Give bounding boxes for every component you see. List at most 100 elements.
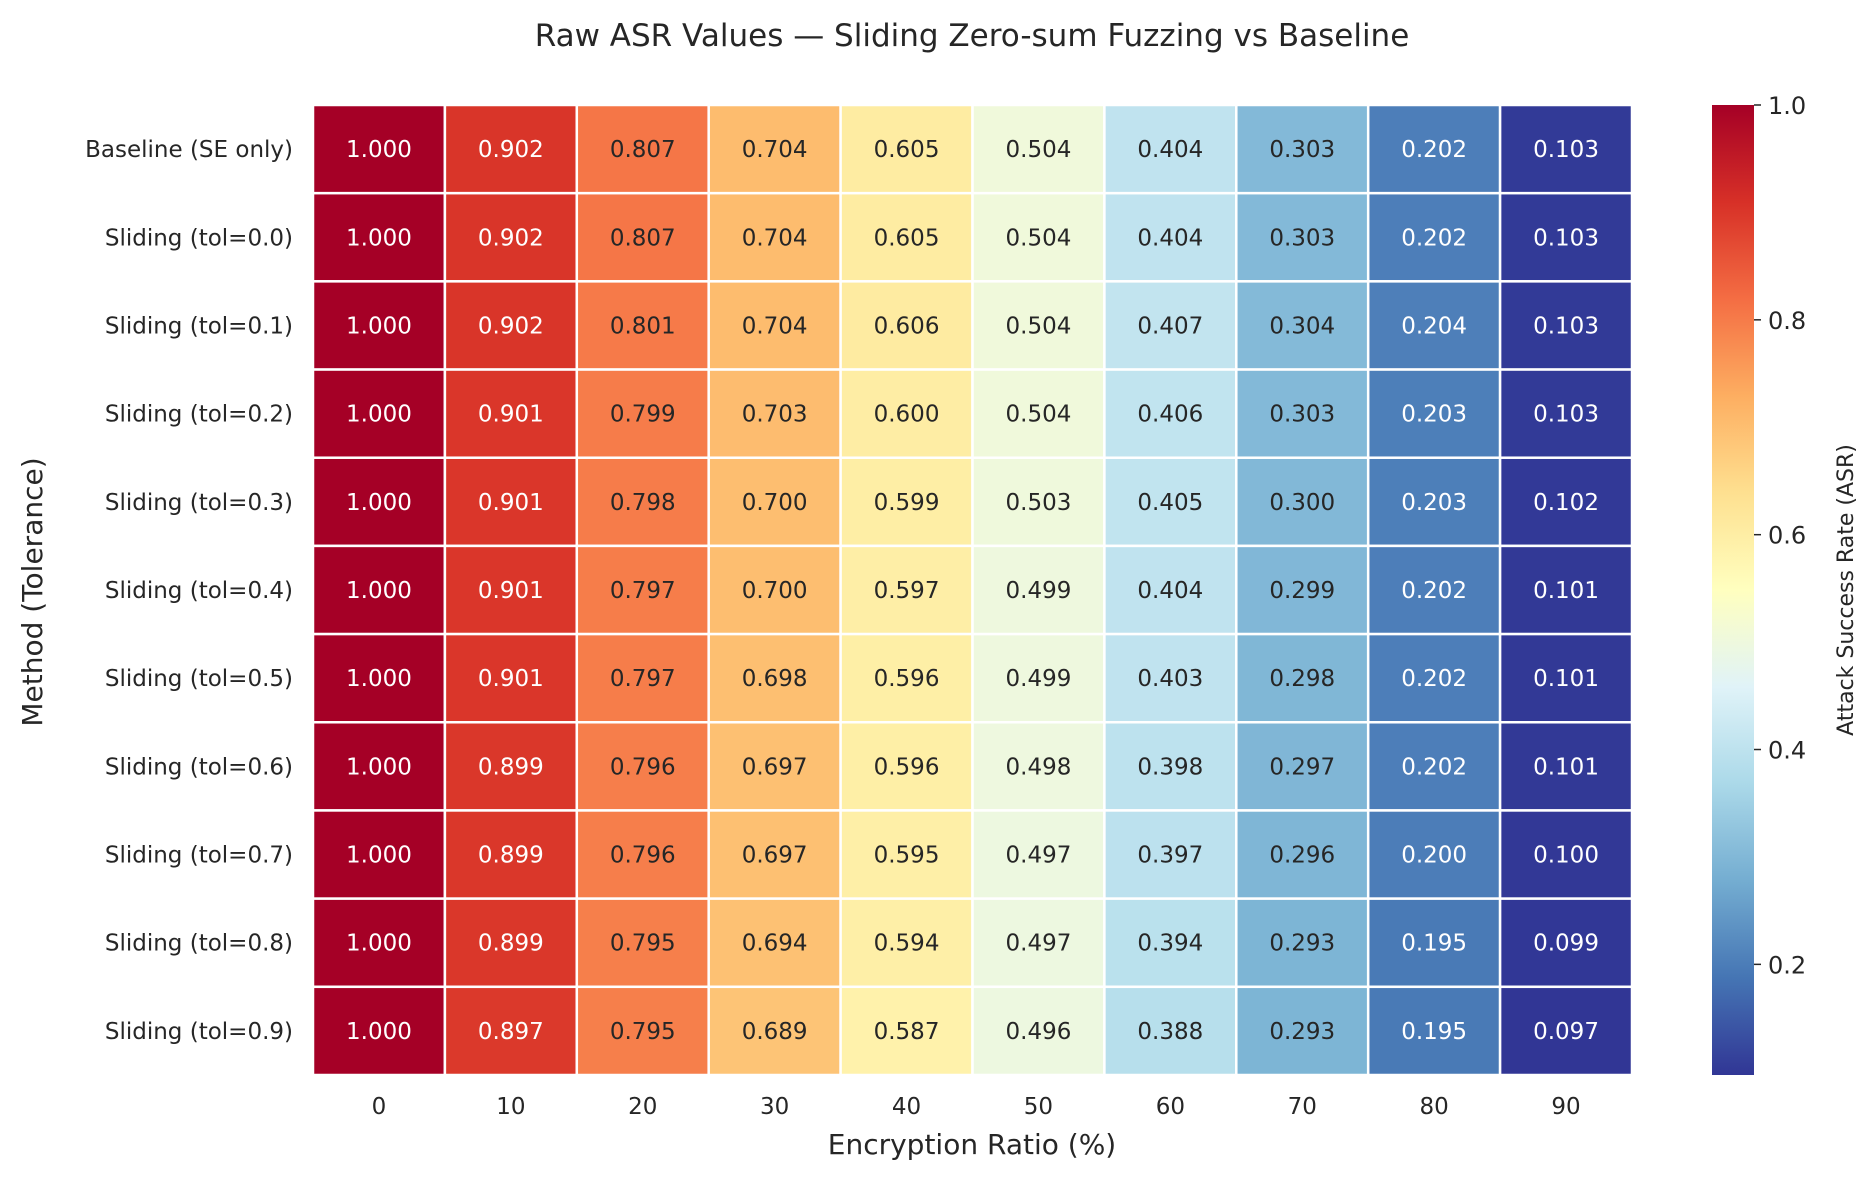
y-tick-label: Sliding (tol=0.3) xyxy=(105,490,293,516)
cell-value-label: 0.407 xyxy=(1137,313,1203,339)
colorbar-tick-label: 1.0 xyxy=(1768,92,1806,120)
cell-value-label: 0.499 xyxy=(1006,666,1072,692)
heatmap-cell xyxy=(575,280,710,371)
cell-value-label: 0.594 xyxy=(874,931,940,957)
cell-value-label: 0.801 xyxy=(610,313,676,339)
cell-value-label: 0.596 xyxy=(874,754,940,780)
cell-value-label: 0.499 xyxy=(1006,578,1072,604)
heatmap-cell xyxy=(971,632,1106,724)
heatmap-cell xyxy=(575,456,710,548)
cell-value-label: 0.101 xyxy=(1533,578,1599,604)
cell-value-label: 0.202 xyxy=(1401,666,1467,692)
heatmap-cell xyxy=(971,191,1106,283)
y-tick-label: Sliding (tol=0.2) xyxy=(105,402,293,428)
x-tick-label: 10 xyxy=(496,1094,525,1120)
cell-value-label: 0.700 xyxy=(742,578,808,604)
cell-value-label: 0.600 xyxy=(874,402,940,428)
cell-value-label: 0.404 xyxy=(1137,137,1203,163)
heatmap-cell xyxy=(443,456,579,548)
cell-value-label: 0.293 xyxy=(1269,1019,1335,1045)
heatmap-cell xyxy=(1498,985,1634,1077)
cell-value-label: 0.504 xyxy=(1006,313,1072,339)
heatmap-cell xyxy=(1498,191,1634,283)
heatmap-cell xyxy=(971,456,1106,548)
heatmap-cell xyxy=(707,721,842,812)
cell-value-label: 0.397 xyxy=(1137,843,1203,869)
heatmap-cell xyxy=(1366,368,1502,459)
cell-value-label: 0.798 xyxy=(610,490,676,516)
cell-value-label: 0.497 xyxy=(1006,843,1072,869)
heatmap-cell xyxy=(1366,544,1502,636)
colorbar-tick-label: 0.4 xyxy=(1768,737,1806,765)
cell-value-label: 0.595 xyxy=(874,843,940,869)
heatmap-cell xyxy=(1235,191,1370,283)
cell-value-label: 0.901 xyxy=(478,578,544,604)
cell-value-label: 0.296 xyxy=(1269,843,1335,869)
heatmap-cell xyxy=(839,897,974,989)
heatmap-cell xyxy=(443,985,579,1077)
y-tick-label: Sliding (tol=0.7) xyxy=(105,843,293,869)
y-tick-labels: Baseline (SE only) Sliding (tol=0.0) Slidi… xyxy=(85,137,293,1045)
heatmap-cell xyxy=(1103,721,1238,812)
cell-value-label: 0.799 xyxy=(610,402,676,428)
cell-value-label: 1.000 xyxy=(346,931,412,957)
cell-value-label: 0.203 xyxy=(1401,402,1467,428)
cell-value-label: 0.304 xyxy=(1269,313,1335,339)
y-tick-label: Sliding (tol=0.9) xyxy=(105,1019,293,1045)
heatmap-cell xyxy=(1235,280,1370,371)
cell-value-label: 0.796 xyxy=(610,843,676,869)
heatmap-cell xyxy=(443,280,579,371)
x-tick-labels: 0 10 20 30 40 50 60 70 80 90 xyxy=(372,1094,1581,1120)
x-tick-label: 80 xyxy=(1420,1094,1449,1120)
x-axis-label: Encryption Ratio (%) xyxy=(828,1128,1116,1161)
cell-value-label: 0.504 xyxy=(1006,137,1072,163)
cell-value-label: 0.704 xyxy=(742,137,808,163)
cell-value-label: 0.902 xyxy=(478,225,544,251)
cell-value-label: 0.698 xyxy=(742,666,808,692)
cell-value-label: 0.599 xyxy=(874,490,940,516)
y-tick-label: Sliding (tol=0.5) xyxy=(105,666,293,692)
cell-value-label: 0.689 xyxy=(742,1019,808,1045)
heatmap-cell xyxy=(1235,632,1370,724)
heatmap-cell xyxy=(1235,985,1370,1077)
cell-value-label: 0.796 xyxy=(610,754,676,780)
cell-value-label: 0.204 xyxy=(1401,313,1467,339)
cell-value-label: 0.902 xyxy=(478,313,544,339)
cell-value-label: 0.596 xyxy=(874,666,940,692)
cell-value-label: 0.100 xyxy=(1533,843,1599,869)
cell-value-label: 0.704 xyxy=(742,313,808,339)
cell-value-label: 1.000 xyxy=(346,225,412,251)
cell-value-label: 0.503 xyxy=(1006,490,1072,516)
heatmap-cell xyxy=(1103,368,1238,459)
x-tick-label: 60 xyxy=(1156,1094,1185,1120)
heatmap-cell xyxy=(707,985,842,1077)
y-tick-label: Sliding (tol=0.4) xyxy=(105,578,293,604)
y-axis-label: Method (Tolerance) xyxy=(16,457,49,726)
cell-value-label: 0.504 xyxy=(1006,225,1072,251)
cell-value-label: 0.797 xyxy=(610,578,676,604)
cell-value-label: 0.606 xyxy=(874,313,940,339)
heatmap-cell xyxy=(443,103,579,195)
heatmap-cell xyxy=(1103,897,1238,989)
heatmap-cell xyxy=(707,191,842,283)
cell-value-label: 0.300 xyxy=(1269,490,1335,516)
cell-value-label: 0.202 xyxy=(1401,578,1467,604)
cell-value-label: 0.697 xyxy=(742,754,808,780)
cell-value-label: 0.807 xyxy=(610,225,676,251)
heatmap-cell xyxy=(1103,456,1238,548)
heatmap-cell xyxy=(311,632,447,724)
cell-value-label: 0.298 xyxy=(1269,666,1335,692)
cell-value-label: 0.404 xyxy=(1137,578,1203,604)
heatmap-cell xyxy=(1366,632,1502,724)
heatmap-cell xyxy=(1103,632,1238,724)
cell-value-label: 0.797 xyxy=(610,666,676,692)
colorbar-gradient xyxy=(1712,105,1754,1075)
x-tick-label: 70 xyxy=(1288,1094,1317,1120)
cell-value-label: 0.605 xyxy=(874,225,940,251)
heatmap-cell xyxy=(971,897,1106,989)
heatmap-cell xyxy=(1498,456,1634,548)
heatmap-cell xyxy=(1366,280,1502,371)
cell-value-label: 0.404 xyxy=(1137,225,1203,251)
